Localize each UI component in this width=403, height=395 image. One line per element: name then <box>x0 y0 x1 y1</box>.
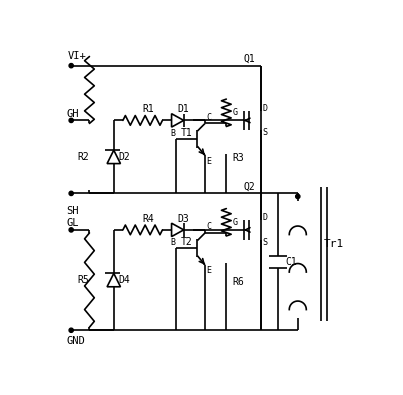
Text: R1: R1 <box>143 104 154 114</box>
Text: R2: R2 <box>77 152 89 162</box>
Circle shape <box>69 118 73 122</box>
Text: D: D <box>263 213 268 222</box>
Text: Tr1: Tr1 <box>324 239 344 248</box>
Text: T1: T1 <box>181 128 193 137</box>
Text: C1: C1 <box>286 257 297 267</box>
Text: D2: D2 <box>118 152 130 162</box>
Circle shape <box>69 228 73 232</box>
Text: C: C <box>207 113 212 122</box>
Circle shape <box>296 194 300 199</box>
Text: S: S <box>263 128 268 137</box>
Text: E: E <box>207 157 212 166</box>
Text: D4: D4 <box>118 275 130 285</box>
Text: B: B <box>170 129 175 138</box>
Text: R5: R5 <box>77 275 89 285</box>
Text: D3: D3 <box>178 214 189 224</box>
Text: T2: T2 <box>181 237 193 247</box>
Text: D: D <box>263 104 268 113</box>
Text: G: G <box>233 218 237 227</box>
Text: G: G <box>233 108 237 117</box>
Text: S: S <box>263 237 268 246</box>
Text: GL: GL <box>66 218 79 228</box>
Text: R4: R4 <box>143 214 154 224</box>
Text: Q2: Q2 <box>243 182 255 192</box>
Text: E: E <box>207 266 212 275</box>
Text: GH: GH <box>66 109 79 119</box>
Text: B: B <box>170 238 175 247</box>
Text: GND: GND <box>66 337 85 346</box>
Text: D1: D1 <box>178 104 189 114</box>
Text: C: C <box>207 222 212 231</box>
Text: R3: R3 <box>233 153 244 164</box>
Text: R6: R6 <box>233 276 244 287</box>
Text: Q1: Q1 <box>243 54 255 64</box>
Text: SH: SH <box>66 205 79 216</box>
Text: VI+: VI+ <box>68 51 87 61</box>
Circle shape <box>69 64 73 68</box>
Circle shape <box>69 191 73 196</box>
Circle shape <box>69 328 73 332</box>
